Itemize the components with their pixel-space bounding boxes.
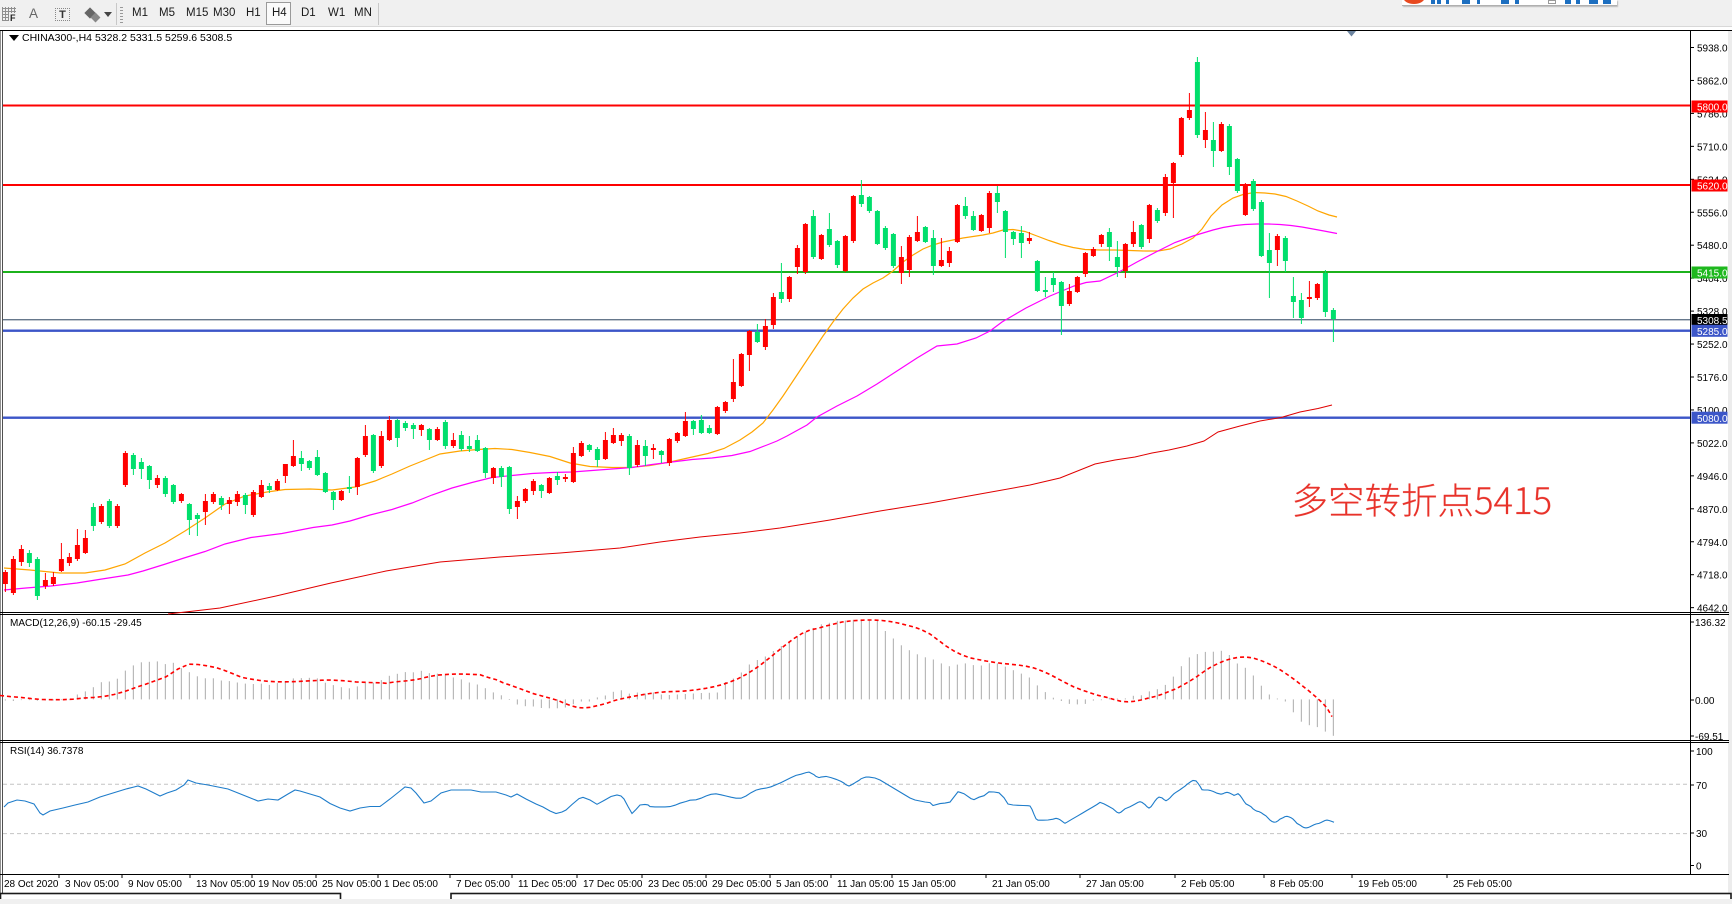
svg-text:CHINA300-,H4 5328.2 5331.5 52: CHINA300-,H4 5328.2 5331.5 5259.6 5308.5: [22, 32, 232, 44]
svg-text:5938.0: 5938.0: [1697, 44, 1728, 55]
svg-text:25 Nov 05:00: 25 Nov 05:00: [322, 879, 382, 890]
svg-text:5862.0: 5862.0: [1697, 76, 1728, 87]
svg-text:-69.51: -69.51: [1695, 732, 1724, 743]
svg-text:3 Nov 05:00: 3 Nov 05:00: [65, 879, 119, 890]
svg-text:19 Feb 05:00: 19 Feb 05:00: [1358, 879, 1417, 890]
svg-text:0.00: 0.00: [1695, 696, 1715, 707]
svg-text:11 Dec 05:00: 11 Dec 05:00: [518, 879, 577, 890]
svg-text:5786.0: 5786.0: [1697, 109, 1728, 120]
svg-text:4870.0: 4870.0: [1697, 505, 1728, 516]
svg-text:70: 70: [1696, 781, 1708, 792]
svg-text:8 Feb 05:00: 8 Feb 05:00: [1270, 879, 1324, 890]
svg-text:100: 100: [1696, 747, 1713, 758]
svg-text:1 Dec 05:00: 1 Dec 05:00: [384, 879, 438, 890]
svg-text:5080.0: 5080.0: [1697, 414, 1728, 425]
svg-text:4946.0: 4946.0: [1697, 472, 1728, 483]
svg-text:29 Dec 05:00: 29 Dec 05:00: [712, 879, 772, 890]
svg-text:5252.0: 5252.0: [1697, 340, 1728, 351]
svg-text:5308.5: 5308.5: [1697, 316, 1728, 327]
svg-text:5620.0: 5620.0: [1697, 182, 1728, 193]
svg-text:5556.0: 5556.0: [1697, 208, 1728, 219]
svg-text:30: 30: [1696, 829, 1708, 840]
svg-text:RSI(14) 36.7378: RSI(14) 36.7378: [10, 746, 84, 757]
svg-text:21 Jan 05:00: 21 Jan 05:00: [992, 879, 1050, 890]
svg-text:25 Feb 05:00: 25 Feb 05:00: [1453, 879, 1512, 890]
svg-text:5415.0: 5415.0: [1697, 269, 1728, 280]
svg-text:5 Jan 05:00: 5 Jan 05:00: [776, 879, 829, 890]
svg-text:4718.0: 4718.0: [1697, 571, 1728, 582]
svg-text:15 Jan 05:00: 15 Jan 05:00: [898, 879, 956, 890]
svg-text:13 Nov 05:00: 13 Nov 05:00: [196, 879, 256, 890]
svg-text:5404.0: 5404.0: [1697, 274, 1728, 285]
svg-text:4794.0: 4794.0: [1697, 538, 1728, 549]
svg-text:2 Feb 05:00: 2 Feb 05:00: [1181, 879, 1235, 890]
svg-text:0: 0: [1696, 862, 1702, 873]
svg-text:19 Nov 05:00: 19 Nov 05:00: [258, 879, 318, 890]
svg-text:17 Dec 05:00: 17 Dec 05:00: [583, 879, 643, 890]
svg-text:5328.0: 5328.0: [1697, 307, 1728, 318]
svg-text:23 Dec 05:00: 23 Dec 05:00: [648, 879, 708, 890]
svg-text:5100.0: 5100.0: [1697, 406, 1728, 417]
svg-text:5800.0: 5800.0: [1697, 103, 1728, 114]
svg-text:MACD(12,26,9) -60.15 -29.45: MACD(12,26,9) -60.15 -29.45: [10, 618, 142, 629]
svg-text:7 Dec 05:00: 7 Dec 05:00: [456, 879, 510, 890]
svg-text:11 Jan 05:00: 11 Jan 05:00: [837, 879, 895, 890]
svg-text:4642.0: 4642.0: [1697, 604, 1728, 615]
svg-text:136.32: 136.32: [1695, 618, 1726, 629]
svg-text:5710.0: 5710.0: [1697, 142, 1728, 153]
svg-text:27 Jan 05:00: 27 Jan 05:00: [1086, 879, 1144, 890]
svg-text:9 Nov 05:00: 9 Nov 05:00: [128, 879, 182, 890]
svg-text:28 Oct 2020: 28 Oct 2020: [4, 879, 59, 890]
svg-text:5176.0: 5176.0: [1697, 373, 1728, 384]
svg-text:5285.0: 5285.0: [1697, 327, 1728, 338]
svg-text:5480.0: 5480.0: [1697, 241, 1728, 252]
svg-text:5022.0: 5022.0: [1697, 439, 1728, 450]
